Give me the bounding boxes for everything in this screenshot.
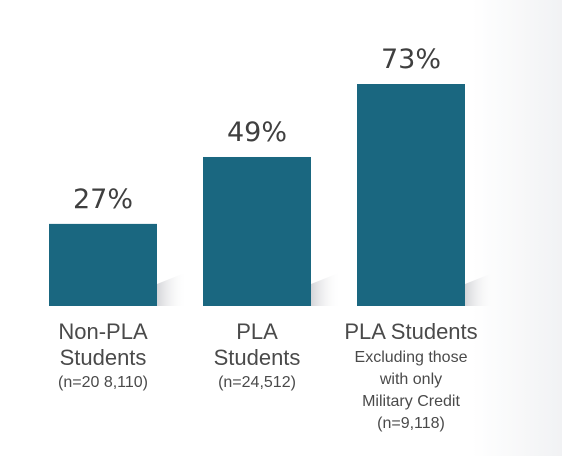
bar bbox=[357, 84, 465, 306]
category-sublabel: Military Credit bbox=[362, 393, 460, 410]
bar-shadow bbox=[465, 272, 495, 306]
background-fade bbox=[472, 0, 562, 456]
bar bbox=[203, 156, 311, 306]
category-label: PLA Students bbox=[344, 319, 477, 344]
category-sublabel: Excluding those bbox=[355, 349, 468, 366]
category-label: PLA bbox=[236, 319, 278, 344]
bar-shadow bbox=[311, 272, 341, 306]
category-sublabel: (n=20 8,110) bbox=[58, 374, 148, 391]
category-sublabel: with only bbox=[379, 371, 442, 388]
bar bbox=[49, 223, 157, 306]
category-label: Students bbox=[60, 345, 147, 370]
bar-shadow bbox=[157, 272, 187, 306]
data-label: 49% bbox=[227, 117, 287, 148]
data-label: 27% bbox=[73, 184, 133, 215]
category-label: Students bbox=[214, 345, 301, 370]
category-sublabel: (n=24,512) bbox=[218, 374, 296, 391]
category-label: Non-PLA bbox=[58, 319, 148, 344]
category-sublabel: (n=9,118) bbox=[377, 415, 445, 432]
data-label: 73% bbox=[381, 44, 441, 75]
